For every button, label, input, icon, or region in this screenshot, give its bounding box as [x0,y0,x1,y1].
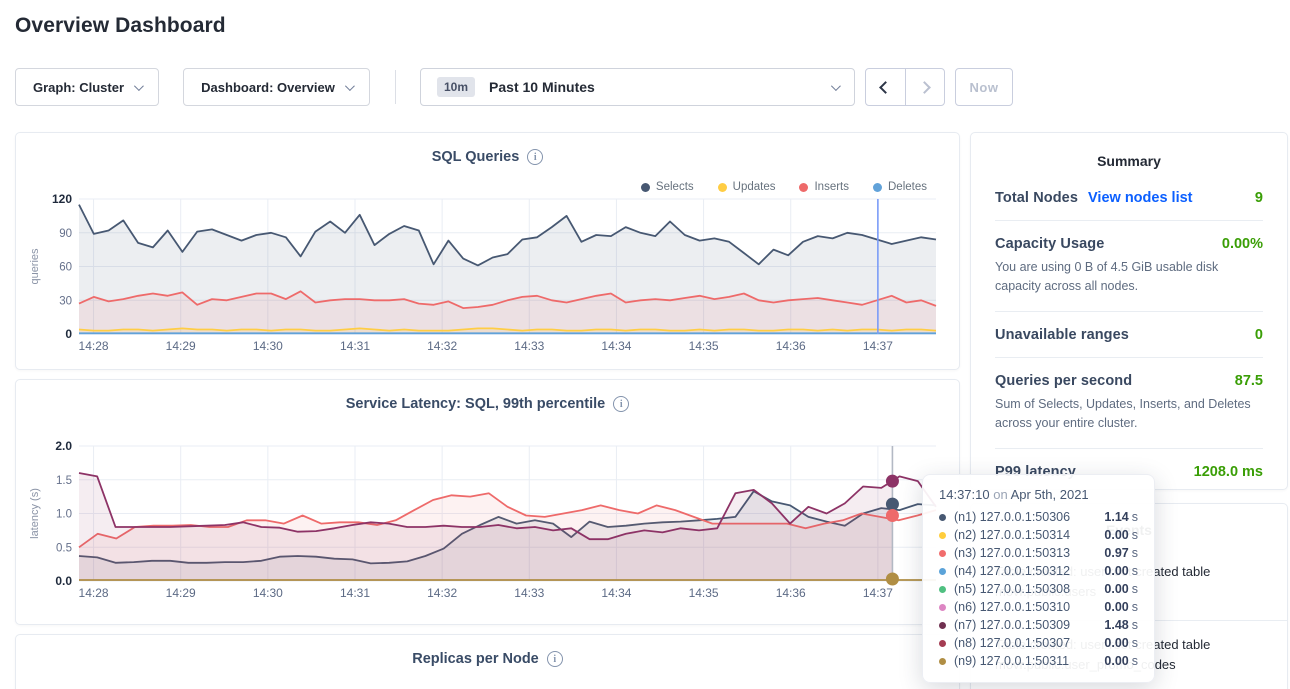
svg-text:30: 30 [59,295,72,307]
prev-range-button[interactable] [866,69,905,105]
svg-text:0.5: 0.5 [56,542,72,554]
tooltip-row: (n9) 127.0.0.1:50311 0.00s [939,652,1138,670]
summary-label: Total Nodes [995,190,1078,206]
service-latency-chart-card: Service Latency: SQL, 99th percentile i … [15,379,960,625]
summary-value: 87.5 [1235,373,1263,389]
tooltip-row: (n6) 127.0.0.1:50310 0.00s [939,598,1138,616]
graph-selector-label: Graph: Cluster [33,80,124,95]
svg-text:14:28: 14:28 [79,586,109,600]
svg-text:14:35: 14:35 [689,339,719,353]
series-dot-icon [939,532,946,539]
svg-text:1.0: 1.0 [56,509,72,521]
series-dot-icon [939,658,946,665]
svg-text:120: 120 [52,192,72,206]
svg-text:90: 90 [59,228,72,240]
sql-card-plot[interactable]: 14:28 14:29 14:30 14:31 14:32 14:33 14:34 14:35… [16,133,961,369]
arrow-left-icon [879,81,892,94]
svg-text:14:31: 14:31 [340,586,370,600]
chevron-down-icon [345,81,355,91]
svg-text:14:37: 14:37 [863,339,893,353]
tooltip-row: (n3) 127.0.0.1:50313 0.97s [939,544,1138,562]
summary-panel: Summary Total Nodes View nodes list 9 Ca… [970,132,1288,490]
series-dot-icon [939,568,946,575]
svg-text:14:33: 14:33 [514,586,544,600]
svg-text:14:30: 14:30 [253,339,283,353]
tooltip-row: (n5) 127.0.0.1:50308 0.00s [939,580,1138,598]
svg-text:14:29: 14:29 [166,339,196,353]
svg-text:14:32: 14:32 [427,586,457,600]
summary-description: Sum of Selects, Updates, Inserts, and De… [995,395,1263,434]
svg-text:14:28: 14:28 [79,339,109,353]
sql-queries-chart-card: SQL Queries i SelectsUpdatesInsertsDelet… [15,132,960,370]
svg-text:2.0: 2.0 [55,439,72,453]
tooltip-row: (n4) 127.0.0.1:50312 0.00s [939,562,1138,580]
svg-text:0: 0 [65,327,72,341]
summary-value: 0.00% [1222,236,1263,252]
overview-dashboard-page: Overview Dashboard Graph: Cluster Dashbo… [0,0,1290,689]
summary-value: 9 [1255,190,1263,206]
svg-text:14:30: 14:30 [253,586,283,600]
chart-hover-tooltip: 14:37:10 on Apr 5th, 2021 (n1) 127.0.0.1… [922,474,1155,683]
svg-text:1.5: 1.5 [56,475,72,487]
svg-text:14:29: 14:29 [166,586,196,600]
svg-text:14:34: 14:34 [601,339,631,353]
svg-text:14:36: 14:36 [776,339,806,353]
svg-text:14:31: 14:31 [340,339,370,353]
chevron-down-icon [134,81,144,91]
svg-text:14:36: 14:36 [776,586,806,600]
view-nodes-list-link[interactable]: View nodes list [1088,190,1193,206]
series-dot-icon [939,604,946,611]
svg-text:latency (s): latency (s) [29,488,41,539]
dashboard-controls: Graph: Cluster Dashboard: Overview 10m P… [15,68,1275,106]
replicas-per-node-chart-card: Replicas per Node i [15,634,960,689]
summary-row-0: Total Nodes View nodes list 9 [995,175,1263,221]
time-range-badge: 10m [437,77,475,97]
svg-text:0.0: 0.0 [55,574,72,588]
tooltip-rows: (n1) 127.0.0.1:50306 1.14s (n2) 127.0.0.… [939,508,1138,670]
svg-text:14:32: 14:32 [427,339,457,353]
summary-rows: Total Nodes View nodes list 9 Capacity U… [971,169,1287,494]
dashboard-selector-dropdown[interactable]: Dashboard: Overview [183,68,370,106]
svg-text:queries: queries [29,248,41,285]
summary-label: Queries per second [995,373,1132,389]
series-dot-icon [939,550,946,557]
dashboard-selector-label: Dashboard: Overview [201,80,335,95]
time-step-buttons [865,68,945,106]
page-title: Overview Dashboard [15,14,226,38]
latency-card-plot[interactable]: 14:28 14:29 14:30 14:31 14:32 14:33 14:34 14:35… [16,380,961,624]
svg-text:14:37: 14:37 [863,586,893,600]
svg-text:14:34: 14:34 [601,586,631,600]
tooltip-timestamp: 14:37:10 on Apr 5th, 2021 [939,487,1138,502]
summary-value: 0 [1255,327,1263,343]
time-range-label: Past 10 Minutes [489,79,831,95]
series-dot-icon [939,622,946,629]
summary-label: Unavailable ranges [995,327,1129,343]
summary-row-1: Capacity Usage 0.00% You are using 0 B o… [995,221,1263,312]
replicas-per-node-chart-title: Replicas per Node [412,651,539,667]
tooltip-row: (n1) 127.0.0.1:50306 1.14s [939,508,1138,526]
summary-value: 1208.0 ms [1194,464,1263,480]
summary-row-2: Unavailable ranges 0 [995,312,1263,358]
svg-text:14:33: 14:33 [514,339,544,353]
series-dot-icon [939,640,946,647]
info-icon[interactable]: i [547,651,563,667]
controls-divider [395,70,396,104]
tooltip-row: (n2) 127.0.0.1:50314 0.00s [939,526,1138,544]
summary-label: Capacity Usage [995,236,1104,252]
summary-panel-title: Summary [971,133,1287,169]
graph-selector-dropdown[interactable]: Graph: Cluster [15,68,159,106]
now-button[interactable]: Now [955,68,1013,106]
next-range-button[interactable] [905,69,944,105]
series-dot-icon [939,514,946,521]
svg-text:14:35: 14:35 [689,586,719,600]
arrow-right-icon [919,81,932,94]
tooltip-row: (n8) 127.0.0.1:50307 0.00s [939,634,1138,652]
tooltip-row: (n7) 127.0.0.1:50309 1.48s [939,616,1138,634]
chevron-down-icon [831,81,841,91]
time-range-picker[interactable]: 10m Past 10 Minutes [420,68,855,106]
series-dot-icon [939,586,946,593]
svg-text:60: 60 [59,262,72,274]
summary-row-3: Queries per second 87.5 Sum of Selects, … [995,358,1263,449]
summary-description: You are using 0 B of 4.5 GiB usable disk… [995,258,1263,297]
